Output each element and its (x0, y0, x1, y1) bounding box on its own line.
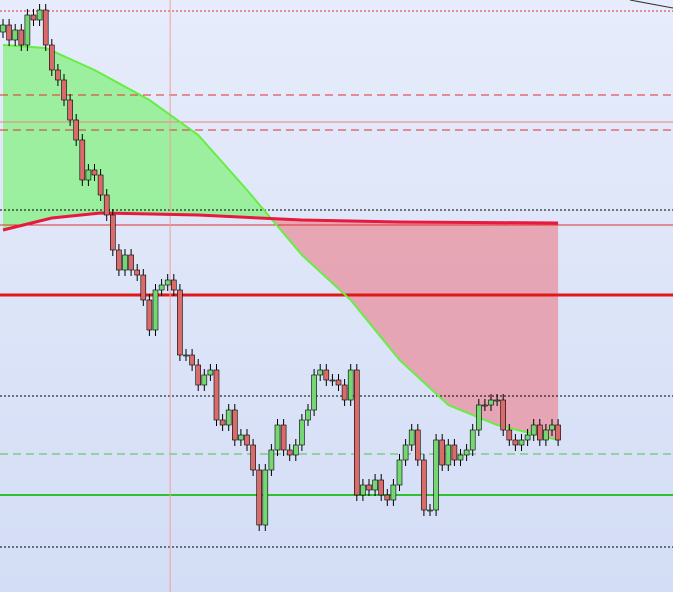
candle-body (463, 449, 470, 456)
candle-body (384, 494, 391, 501)
candle-body (390, 484, 397, 501)
candle-body (158, 284, 165, 291)
candle-body (475, 404, 482, 431)
candle-body (433, 439, 439, 511)
candle-body (91, 169, 98, 176)
candle-body (116, 249, 122, 271)
candle-body (201, 374, 208, 386)
candle-body (213, 369, 220, 421)
candle-body (6, 24, 12, 41)
candle-body (341, 384, 348, 401)
candle-body (292, 444, 299, 456)
candle-body (524, 434, 531, 441)
candle-body (469, 429, 476, 451)
candle-body (457, 454, 464, 461)
candle-body (482, 404, 488, 407)
candle-body (232, 409, 238, 441)
candle-body (177, 289, 183, 356)
candle-body (518, 439, 525, 446)
candle-body (299, 419, 305, 446)
candle-body (530, 424, 537, 436)
candle-body (536, 424, 543, 441)
candle-body (238, 434, 244, 441)
candle-body (134, 269, 140, 276)
candle-body (305, 409, 311, 421)
candle-body (335, 379, 342, 386)
candle-body (451, 444, 458, 461)
candle-body (67, 99, 73, 121)
candle-body (347, 369, 354, 401)
candle-body (543, 429, 549, 441)
candle-body (414, 429, 421, 461)
candle-body (42, 9, 49, 46)
candle-body (408, 429, 415, 446)
moving-average (2, 211, 559, 232)
candle-body (488, 399, 494, 406)
candle-body (146, 299, 153, 331)
candle-body (85, 169, 92, 181)
candle-body (97, 174, 104, 196)
candle-body (24, 14, 31, 46)
candle-body (207, 369, 214, 376)
candle-body (79, 139, 86, 181)
candle-body (549, 424, 555, 431)
candle-body (427, 509, 433, 512)
candle-body (18, 29, 25, 46)
moving-average (2, 44, 559, 441)
candle-body (103, 194, 110, 216)
candle-body (262, 469, 269, 526)
candle-body (366, 484, 372, 491)
candle-body (36, 9, 43, 21)
candle-body (55, 69, 61, 81)
candle-body (189, 354, 195, 366)
candle-body (353, 369, 360, 496)
candle-body (378, 479, 385, 496)
candle-body (396, 459, 403, 486)
candle-body (439, 439, 446, 466)
candle-body (152, 289, 159, 331)
candle-body (122, 254, 128, 271)
candle-body (256, 469, 263, 526)
candle-body (110, 214, 116, 251)
candle-body (171, 279, 177, 291)
candle-body (506, 429, 513, 441)
trend-line (629, 0, 673, 9)
candle-body (250, 444, 256, 471)
candle-body (286, 449, 293, 456)
candle-body (402, 444, 409, 461)
candle-body (512, 439, 519, 446)
candle-body (183, 354, 189, 357)
fill-above (3, 45, 272, 230)
candle-body (372, 479, 378, 491)
candle-body (494, 399, 500, 402)
candle-body (30, 14, 37, 21)
candle-body (311, 374, 317, 411)
candle-body (195, 364, 201, 386)
candle-body (329, 379, 336, 382)
candle-body (140, 274, 147, 301)
candle-body (73, 119, 79, 141)
candle-body (280, 424, 287, 451)
candle-body (274, 424, 281, 451)
candle-body (323, 369, 330, 381)
candle-body (48, 44, 55, 71)
candle-body (219, 419, 226, 426)
candle-body (61, 79, 67, 101)
candle-body (360, 484, 366, 496)
candle-body (445, 444, 452, 466)
candle-body (225, 409, 232, 426)
candle-body (555, 424, 561, 441)
candle-body (268, 449, 275, 471)
candle-body (500, 399, 507, 431)
fill-below (271, 218, 559, 440)
candle-body (244, 434, 250, 446)
candle-body (12, 29, 18, 41)
candle-body (164, 279, 171, 286)
candle-body (317, 369, 324, 376)
candle-body (0, 24, 6, 33)
candle-body (128, 254, 134, 271)
candle-body (421, 459, 427, 511)
